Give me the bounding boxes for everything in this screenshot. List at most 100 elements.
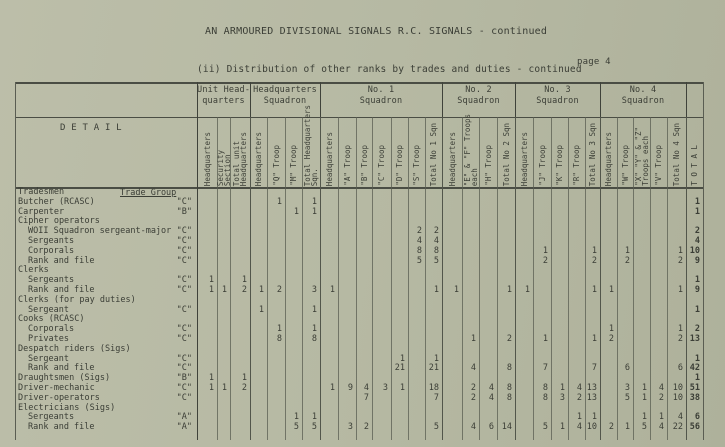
column-divider xyxy=(479,117,480,440)
table-cell: 5 xyxy=(311,422,317,433)
column-header: Headquarters xyxy=(250,118,267,186)
table-rule xyxy=(703,82,704,440)
table-cell: 2 xyxy=(694,226,700,237)
table-cell: 4 xyxy=(658,383,664,393)
table-cell: 1 xyxy=(506,285,512,295)
column-header: Total Headquarters Sqn. xyxy=(302,105,320,186)
row-label: Cipher operators xyxy=(18,216,100,227)
table-cell: 2 xyxy=(506,334,512,344)
table-cell: 7 xyxy=(433,392,439,403)
table-cell: 1 xyxy=(694,206,700,217)
column-header: "E" & "F" Troops each xyxy=(462,114,479,186)
table-cell: 2 xyxy=(677,334,683,344)
table-cell: 3 xyxy=(624,383,630,393)
table-cell: 1 xyxy=(433,285,439,295)
table-subtitle: (ii) Distribution of other ranks by trad… xyxy=(197,64,582,75)
row-label: Carpenter xyxy=(18,206,65,217)
table-cell: 9 xyxy=(694,285,700,295)
column-header: "K" Troop xyxy=(551,118,568,186)
column-header-label: "Q" Troop xyxy=(271,145,281,186)
table-cell: 1 xyxy=(677,245,683,256)
table-cell: 18 xyxy=(428,383,439,393)
row-label: Rank and file xyxy=(28,285,95,295)
column-header-label: "A" Troop xyxy=(342,145,352,186)
table-cell: 1 xyxy=(641,383,647,393)
table-cell: 21 xyxy=(394,363,405,374)
table-cell: 3 xyxy=(382,383,388,393)
column-header: Headquarters xyxy=(515,118,533,186)
table-cell: 8 xyxy=(542,383,548,393)
column-header-label: "C" Troop xyxy=(377,145,386,186)
table-cell: 2 xyxy=(624,255,630,266)
column-header-label: Total unit Headquarters xyxy=(232,131,248,186)
table-cell: 1 xyxy=(311,304,317,315)
row-label: Electricians (Sigs) xyxy=(18,402,116,413)
row-label: Cooks (RCASC) xyxy=(18,314,85,325)
table-cell: 1 xyxy=(329,383,335,393)
table-cell: 4 xyxy=(576,383,582,393)
table-cell: 1 xyxy=(576,412,582,423)
table-cell: 8 xyxy=(416,245,422,256)
column-divider xyxy=(217,117,218,440)
table-cell: 1 xyxy=(241,373,247,384)
table-cell: 10 xyxy=(586,422,597,433)
column-divider xyxy=(285,117,286,440)
column-header-label: T O T A L xyxy=(690,145,699,186)
column-group-header: No. 2 Squadron xyxy=(457,85,500,106)
trade-group: "C" xyxy=(176,324,192,335)
row-label: Butcher (RCASC) xyxy=(18,196,95,207)
table-cell: 1 xyxy=(276,196,282,207)
table-cell: 1 xyxy=(624,422,630,433)
column-divider xyxy=(617,117,618,440)
table-cell: 1 xyxy=(694,373,700,384)
table-cell: 1 xyxy=(677,285,683,295)
table-cell: 1 xyxy=(311,324,317,335)
row-label: Corporals xyxy=(28,245,75,256)
table-cell: 4 xyxy=(416,236,422,246)
table-cell: 2 xyxy=(591,255,597,266)
column-divider xyxy=(686,117,687,440)
column-header: "R" Troop xyxy=(568,118,585,186)
column-group-header: No. 3 Squadron xyxy=(536,85,579,106)
column-group-header: No. 4 Squadron xyxy=(621,85,665,106)
table-cell: 1 xyxy=(399,383,405,393)
table-cell: 2 xyxy=(542,255,548,266)
row-label: Privates xyxy=(28,334,69,344)
table-cell: 22 xyxy=(672,422,683,433)
table-cell: 4 xyxy=(488,383,494,393)
table-cell: 5 xyxy=(433,422,439,433)
table-cell: 6 xyxy=(624,363,630,374)
table-cell: 13 xyxy=(586,383,597,393)
column-divider xyxy=(302,117,303,440)
row-label: Draughtsmen (Sigs) xyxy=(18,373,111,384)
column-divider xyxy=(442,117,443,440)
trade-group: "B" xyxy=(176,206,192,217)
table-cell: 1 xyxy=(470,334,476,344)
table-cell: 3 xyxy=(347,422,353,433)
table-cell: 13 xyxy=(689,334,700,344)
column-divider xyxy=(267,117,268,440)
table-cell: 2 xyxy=(363,422,369,433)
column-header: "J" Troop xyxy=(533,118,551,186)
column-divider xyxy=(600,117,601,440)
column-header-label: "E" & "F" Troops each xyxy=(462,113,479,186)
table-cell: 2 xyxy=(608,334,614,344)
row-label: Corporals xyxy=(28,324,75,335)
row-label: WOII Squadron sergeant-major xyxy=(28,226,172,237)
column-divider xyxy=(356,117,357,440)
table-cell: 1 xyxy=(311,412,317,423)
column-divider xyxy=(372,117,373,440)
row-label: Sergeant xyxy=(28,304,69,315)
column-header-label: Total No 1 Sqn xyxy=(429,122,438,186)
column-header-label: "D" Troop xyxy=(395,145,404,186)
table-cell: 8 xyxy=(276,334,282,344)
column-divider xyxy=(650,117,651,440)
column-header-label: "K" Troop xyxy=(555,145,564,186)
trade-group: "C" xyxy=(176,255,192,266)
row-label: Sergeants xyxy=(28,412,75,423)
column-header-label: Headquarters xyxy=(324,131,334,186)
table-cell: 1 xyxy=(608,324,614,335)
table-cell: 8 xyxy=(506,363,512,374)
trade-group-header: Trade Group xyxy=(120,188,177,198)
table-cell: 1 xyxy=(694,353,700,364)
